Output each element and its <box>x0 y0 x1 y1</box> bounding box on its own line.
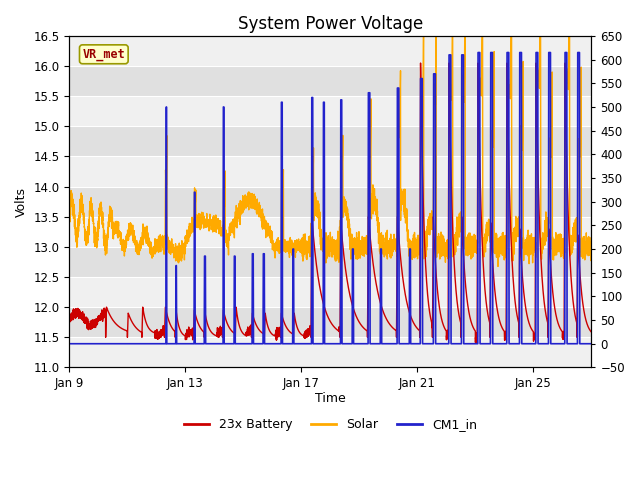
Bar <box>69 337 591 367</box>
Bar <box>69 36 591 66</box>
Bar <box>69 217 591 247</box>
Title: System Power Voltage: System Power Voltage <box>237 15 423 33</box>
Bar <box>69 156 591 187</box>
Legend: 23x Battery, Solar, CM1_in: 23x Battery, Solar, CM1_in <box>179 413 482 436</box>
Bar <box>69 277 591 307</box>
Text: VR_met: VR_met <box>83 48 125 61</box>
Bar <box>69 96 591 126</box>
Y-axis label: Volts: Volts <box>15 187 28 216</box>
X-axis label: Time: Time <box>315 392 346 405</box>
